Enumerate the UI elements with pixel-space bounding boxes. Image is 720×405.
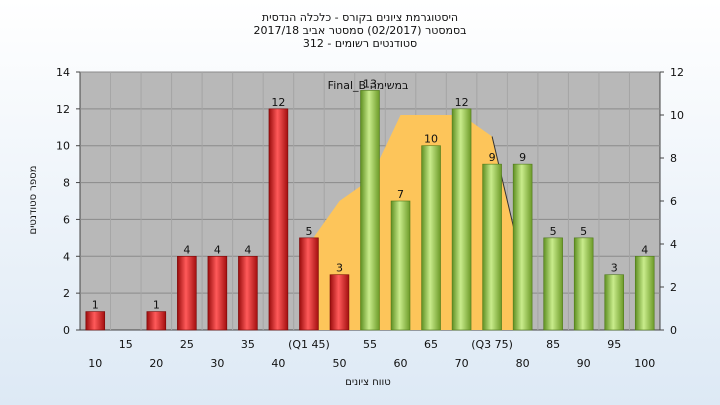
- right-tick-label: 0: [670, 324, 677, 337]
- x-tick-label: 85: [546, 338, 560, 351]
- bar-85: [543, 237, 563, 331]
- left-tick-label: 12: [56, 103, 70, 116]
- bar-10: [85, 311, 106, 331]
- bar-65: [421, 145, 441, 331]
- bar-50: [329, 274, 350, 331]
- right-tick-label: 6: [670, 195, 677, 208]
- chart-title-line-1: היסטוגרמת ציונים בקורס - כלכלה הנדסית: [262, 11, 458, 24]
- data-label: 3: [336, 262, 343, 275]
- overlay-series-label: Final_B במשימה: [328, 79, 409, 92]
- x-tick-label: 90: [577, 357, 591, 370]
- x-tick-label: 25: [180, 338, 194, 351]
- x-tick-label: 15: [119, 338, 133, 351]
- bar-20: [146, 311, 167, 331]
- right-axis-ticks: 0 2 4 6 8 10 12: [660, 66, 684, 337]
- data-label: 5: [305, 225, 312, 238]
- bar-95: [604, 274, 624, 331]
- data-label: 10: [424, 133, 438, 146]
- right-tick-label: 10: [670, 109, 684, 122]
- bar-Q145: [299, 237, 319, 331]
- data-label: 9: [489, 151, 496, 164]
- right-tick-label: 12: [670, 66, 684, 79]
- data-label: 7: [397, 188, 404, 201]
- x-tick-label: 35: [241, 338, 255, 351]
- x-tick-label: 100: [634, 357, 655, 370]
- left-tick-label: 4: [63, 250, 70, 263]
- bar-60: [390, 200, 411, 331]
- data-label: 13: [363, 77, 377, 90]
- chart-title-line-2: בסמסטר (02/2017) סמסטר אביב 2017/18: [253, 24, 466, 37]
- bar-35: [238, 255, 258, 331]
- data-label: 5: [580, 225, 587, 238]
- y-axis-title: מספר סטודנטים: [28, 166, 39, 235]
- x-axis-ticks: 10 15 20 25 30 35 40(Q1 45)50 55 60 65 70(Q3 75)80…: [88, 338, 655, 370]
- data-label: 12: [271, 96, 285, 109]
- x-tick-label: (Q1 45): [288, 338, 330, 351]
- data-label: 9: [519, 151, 526, 164]
- bar-100: [634, 255, 655, 331]
- data-label: 1: [92, 299, 99, 312]
- data-label: 4: [641, 243, 648, 256]
- left-axis-ticks: 0 2 4 6 8 10 12 14: [56, 66, 80, 337]
- data-label: 3: [611, 262, 618, 275]
- data-label: 5: [550, 225, 557, 238]
- chart-title-line-3: סטודנטים רשומים - 312: [303, 37, 417, 50]
- right-tick-label: 2: [670, 281, 677, 294]
- data-label: 4: [183, 243, 190, 256]
- data-label: 12: [455, 96, 469, 109]
- x-tick-label: 40: [271, 357, 285, 370]
- x-tick-label: 65: [424, 338, 438, 351]
- bar-40: [268, 108, 289, 331]
- left-tick-label: 14: [56, 66, 70, 79]
- x-tick-label: 55: [363, 338, 377, 351]
- x-tick-label: 95: [607, 338, 621, 351]
- right-tick-label: 4: [670, 238, 677, 251]
- x-tick-label: 60: [394, 357, 408, 370]
- left-tick-label: 6: [63, 213, 70, 226]
- x-tick-label: 80: [516, 357, 530, 370]
- left-tick-label: 0: [63, 324, 70, 337]
- bar-30: [207, 255, 228, 331]
- x-tick-label: 10: [88, 357, 102, 370]
- bar-55: [360, 90, 380, 331]
- bar-25: [177, 255, 197, 331]
- x-tick-label: 70: [455, 357, 469, 370]
- bar-90: [573, 237, 594, 331]
- data-label: 4: [214, 243, 221, 256]
- bar-80: [512, 163, 533, 331]
- x-axis-title: טווח ציונים: [345, 377, 390, 388]
- bar-70: [451, 108, 472, 331]
- x-tick-label: (Q3 75): [471, 338, 513, 351]
- data-label: 4: [244, 243, 251, 256]
- x-tick-label: 30: [210, 357, 224, 370]
- x-tick-label: 20: [149, 357, 163, 370]
- x-tick-label: 50: [332, 357, 346, 370]
- left-tick-label: 10: [56, 140, 70, 153]
- data-labels-layer: 1 1 4 4 4 12 5 3 13 7 10 12 9 9 5 5 3 4: [92, 77, 648, 311]
- left-tick-label: 8: [63, 177, 70, 190]
- bar-Q375: [482, 163, 502, 331]
- data-label: 1: [153, 299, 160, 312]
- right-tick-label: 8: [670, 152, 677, 165]
- bars-layer: [85, 90, 655, 331]
- left-tick-label: 2: [63, 287, 70, 300]
